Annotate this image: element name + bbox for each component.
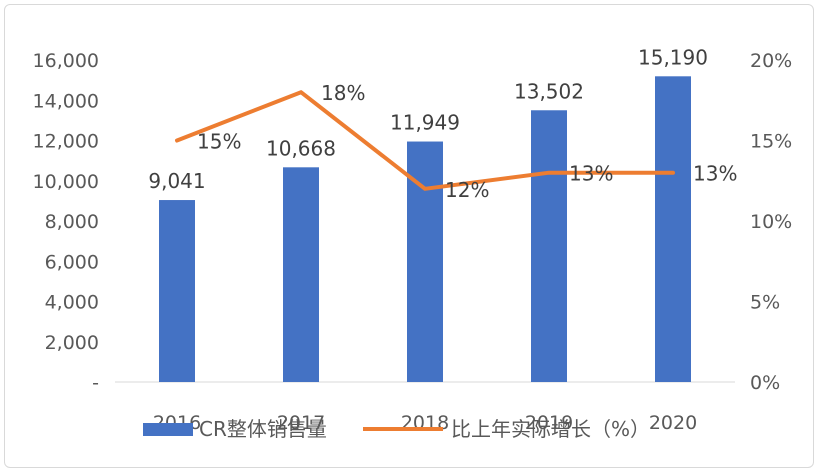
bar (159, 200, 195, 382)
legend-bar-swatch (143, 423, 193, 436)
y-right-tick-label: 20% (750, 50, 792, 72)
bar-data-label: 15,190 (638, 45, 708, 69)
y-left-tick-label: 10,000 (33, 171, 99, 193)
y-right-tick-label: 10% (750, 211, 792, 233)
combo-chart: - 2,000 4,000 6,000 8,000 10,000 12,000 14,000 1… (33, 45, 793, 441)
x-tick-label: 2017 (277, 412, 325, 434)
y-right-tick-label: 5% (750, 292, 780, 314)
growth-line (175, 90, 675, 191)
y-left-tick-label: 6,000 (45, 251, 99, 273)
line-data-label: 18% (321, 81, 365, 105)
y-left-tick-label: 16,000 (33, 50, 99, 72)
bar (655, 76, 691, 383)
bar-data-label: 11,949 (390, 111, 460, 135)
y-right-tick-label: 0% (750, 372, 780, 394)
bar (283, 167, 319, 382)
line-data-label: 13% (693, 162, 737, 186)
bar (531, 110, 567, 382)
bar-data-label: 10,668 (266, 136, 336, 160)
line-data-label: 12% (445, 178, 489, 202)
y-right-tick-label: 15% (750, 131, 792, 153)
bar-data-label: 9,041 (148, 169, 205, 193)
x-tick-label: 2020 (649, 412, 697, 434)
chart-frame: - 2,000 4,000 6,000 8,000 10,000 12,000 14,000 1… (4, 4, 814, 468)
bar-data-label: 13,502 (514, 79, 584, 103)
y-left-tick-label: 4,000 (45, 292, 99, 314)
y-left-tick-label: - (92, 372, 99, 394)
y-left-tick-label: 8,000 (45, 211, 99, 233)
y-left-tick-label: 2,000 (45, 332, 99, 354)
x-tick-label: 2019 (525, 412, 573, 434)
y-left-tick-label: 14,000 (33, 90, 99, 112)
line-data-label: 13% (569, 162, 613, 186)
legend-bar-label: CR整体销售量 (199, 417, 327, 441)
legend-line-label: 比上年实际增长（%） (451, 417, 650, 441)
line-data-label: 15% (197, 130, 241, 154)
y-left-tick-label: 12,000 (33, 131, 99, 153)
